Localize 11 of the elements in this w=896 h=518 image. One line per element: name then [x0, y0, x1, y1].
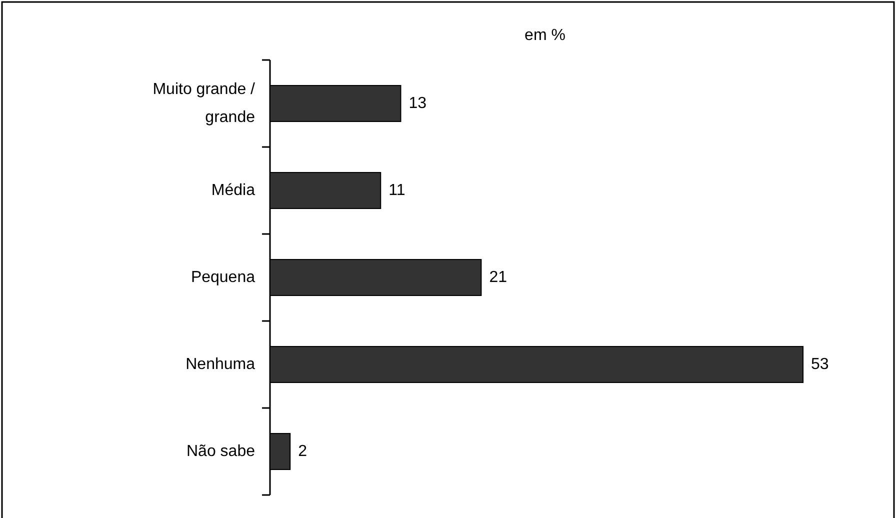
y-tick-label: Não sabe: [186, 443, 256, 460]
data-label: 2: [298, 443, 308, 460]
y-tick-label: Média: [211, 182, 256, 199]
data-label: 21: [489, 269, 508, 286]
data-label: 53: [811, 356, 829, 373]
y-tick-label: Pequena: [190, 269, 256, 286]
y-tick-label: Nenhuma: [186, 356, 256, 373]
y-tick-label: Muito grande / grande: [152, 81, 256, 126]
data-label: 13: [408, 95, 427, 112]
data-label: 11: [388, 182, 406, 199]
text: em %: [524, 27, 566, 44]
